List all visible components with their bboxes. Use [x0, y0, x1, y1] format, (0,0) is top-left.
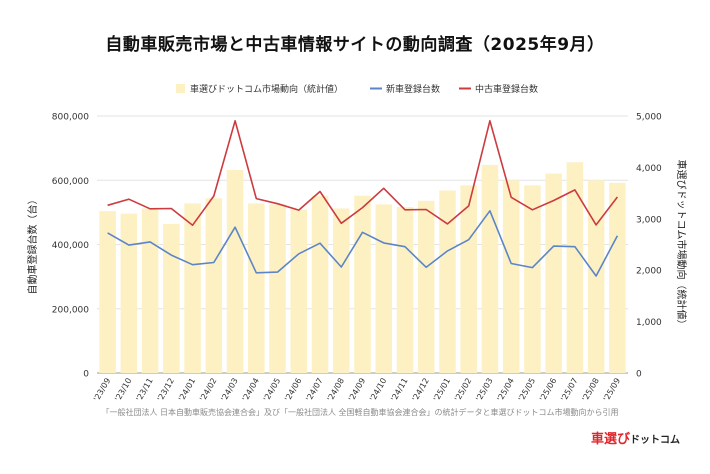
- y-tick-label: 200,000: [52, 305, 89, 315]
- x-tick-label: '25/01: [432, 377, 452, 403]
- y2-tick-label: 2,000: [636, 267, 662, 277]
- x-tick-label: '24/08: [326, 377, 346, 403]
- series-line-2: [107, 120, 619, 226]
- x-tick-label: '23/11: [134, 377, 154, 403]
- bar: [354, 195, 371, 373]
- logo-sub: ドットコム: [630, 435, 680, 446]
- x-tick-label: '24/02: [198, 377, 218, 403]
- bar: [566, 162, 584, 373]
- y2-tick-label: 4,000: [636, 164, 662, 174]
- chart-title: 自動車販売市場と中古車情報サイトの動向調査（2025年9月）: [105, 35, 605, 55]
- bar: [609, 182, 626, 373]
- bar: [269, 204, 286, 373]
- x-tick-label: '25/05: [517, 377, 537, 403]
- bar: [439, 190, 456, 373]
- x-tick-label: '23/12: [156, 377, 176, 403]
- x-tick-label: '24/01: [177, 377, 197, 403]
- y-tick-label: 0: [83, 370, 89, 380]
- site-logo: 車選びドットコム: [591, 428, 680, 447]
- x-tick-label: '23/10: [113, 377, 133, 403]
- series-line-1: [107, 210, 619, 277]
- y2-tick-label: 3,000: [636, 215, 662, 225]
- y-tick-label: 600,000: [52, 177, 89, 187]
- x-tick-label: '24/10: [368, 377, 388, 403]
- x-tick-label: '24/04: [241, 377, 261, 403]
- y2-axis-title: 車選びドットコム市場動向（統計値）: [675, 160, 688, 330]
- y2-tick-label: 0: [636, 370, 642, 380]
- bar: [460, 185, 477, 373]
- y-tick-label: 400,000: [52, 241, 89, 251]
- y-tick-label: 800,000: [52, 113, 89, 123]
- y2-tick-label: 5,000: [636, 113, 662, 123]
- x-tick-label: '24/05: [262, 377, 282, 403]
- x-tick-label: '25/04: [495, 377, 515, 403]
- legend-label-1: 車選びドットコム市場動向（統計値）: [190, 83, 343, 95]
- bar: [375, 204, 393, 373]
- legend-label-3: 中古車登録台数: [475, 83, 538, 95]
- bar: [481, 164, 499, 373]
- y-axis-title: 自動車登録台数（台）: [26, 195, 39, 295]
- legend-swatch-1: [176, 84, 185, 93]
- bar: [184, 203, 201, 373]
- x-tick-label: '25/08: [580, 377, 600, 403]
- bar: [502, 180, 520, 373]
- x-tick-label: '24/12: [411, 377, 431, 403]
- x-tick-label: '24/11: [389, 377, 409, 403]
- logo-main: 車選び: [590, 432, 630, 447]
- x-tick-label: '23/09: [92, 377, 112, 403]
- x-tick-label: '24/06: [283, 377, 303, 403]
- bar: [332, 208, 350, 373]
- bar: [205, 198, 223, 373]
- bar: [417, 200, 435, 373]
- source-note: 「一般社団法人 日本自動車販売協会連合会」及び「一般社団法人 全国軽自動車協会連…: [101, 408, 619, 417]
- bar: [396, 206, 414, 373]
- x-tick-label: '24/09: [347, 377, 367, 403]
- x-tick-label: '25/06: [538, 377, 558, 403]
- x-tick-label: '25/02: [453, 377, 473, 403]
- y2-tick-label: 1,000: [636, 318, 662, 328]
- bar: [290, 209, 308, 373]
- x-tick-label: '25/09: [602, 377, 622, 403]
- bar: [163, 223, 180, 373]
- x-tick-label: '24/03: [219, 377, 239, 403]
- bar: [226, 169, 244, 373]
- bar: [311, 195, 329, 373]
- bar: [141, 208, 159, 373]
- bar: [545, 173, 562, 373]
- x-tick-label: '25/07: [559, 377, 579, 403]
- bar: [524, 185, 541, 373]
- x-tick-label: '25/03: [474, 377, 494, 403]
- x-tick-label: '24/07: [304, 377, 324, 403]
- bar: [99, 211, 116, 373]
- bar: [248, 203, 265, 373]
- legend-label-2: 新車登録台数: [386, 83, 440, 95]
- bar: [120, 213, 138, 373]
